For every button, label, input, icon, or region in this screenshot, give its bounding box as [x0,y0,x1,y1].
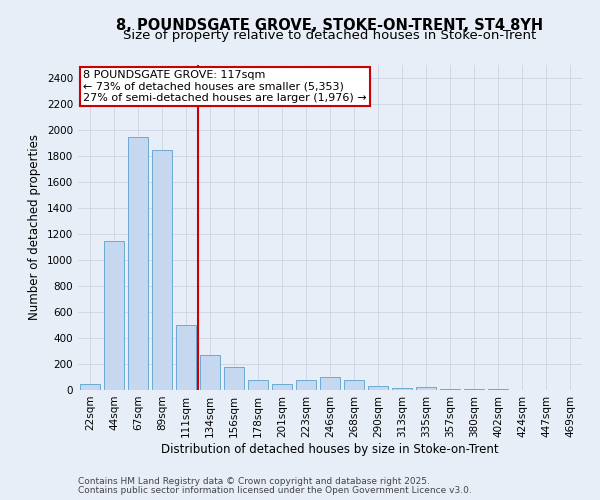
Text: Size of property relative to detached houses in Stoke-on-Trent: Size of property relative to detached ho… [124,29,536,42]
Text: 8 POUNDSGATE GROVE: 117sqm
← 73% of detached houses are smaller (5,353)
27% of s: 8 POUNDSGATE GROVE: 117sqm ← 73% of deta… [83,70,367,103]
Bar [296,380,316,390]
Y-axis label: Number of detached properties: Number of detached properties [28,134,41,320]
Bar [200,355,220,390]
Bar [320,377,340,390]
Bar [80,384,100,390]
X-axis label: Distribution of detached houses by size in Stoke-on-Trent: Distribution of detached houses by size … [161,442,499,456]
Bar [176,325,196,390]
Bar [416,388,436,390]
Text: Contains public sector information licensed under the Open Government Licence v3: Contains public sector information licen… [78,486,472,495]
Bar [248,380,268,390]
Bar [344,380,364,390]
Bar [392,388,412,390]
Text: Contains HM Land Registry data © Crown copyright and database right 2025.: Contains HM Land Registry data © Crown c… [78,478,430,486]
Bar [224,367,244,390]
Bar [272,384,292,390]
Bar [128,136,148,390]
Text: 8, POUNDSGATE GROVE, STOKE-ON-TRENT, ST4 8YH: 8, POUNDSGATE GROVE, STOKE-ON-TRENT, ST4… [116,18,544,32]
Bar [152,150,172,390]
Bar [104,240,124,390]
Bar [368,386,388,390]
